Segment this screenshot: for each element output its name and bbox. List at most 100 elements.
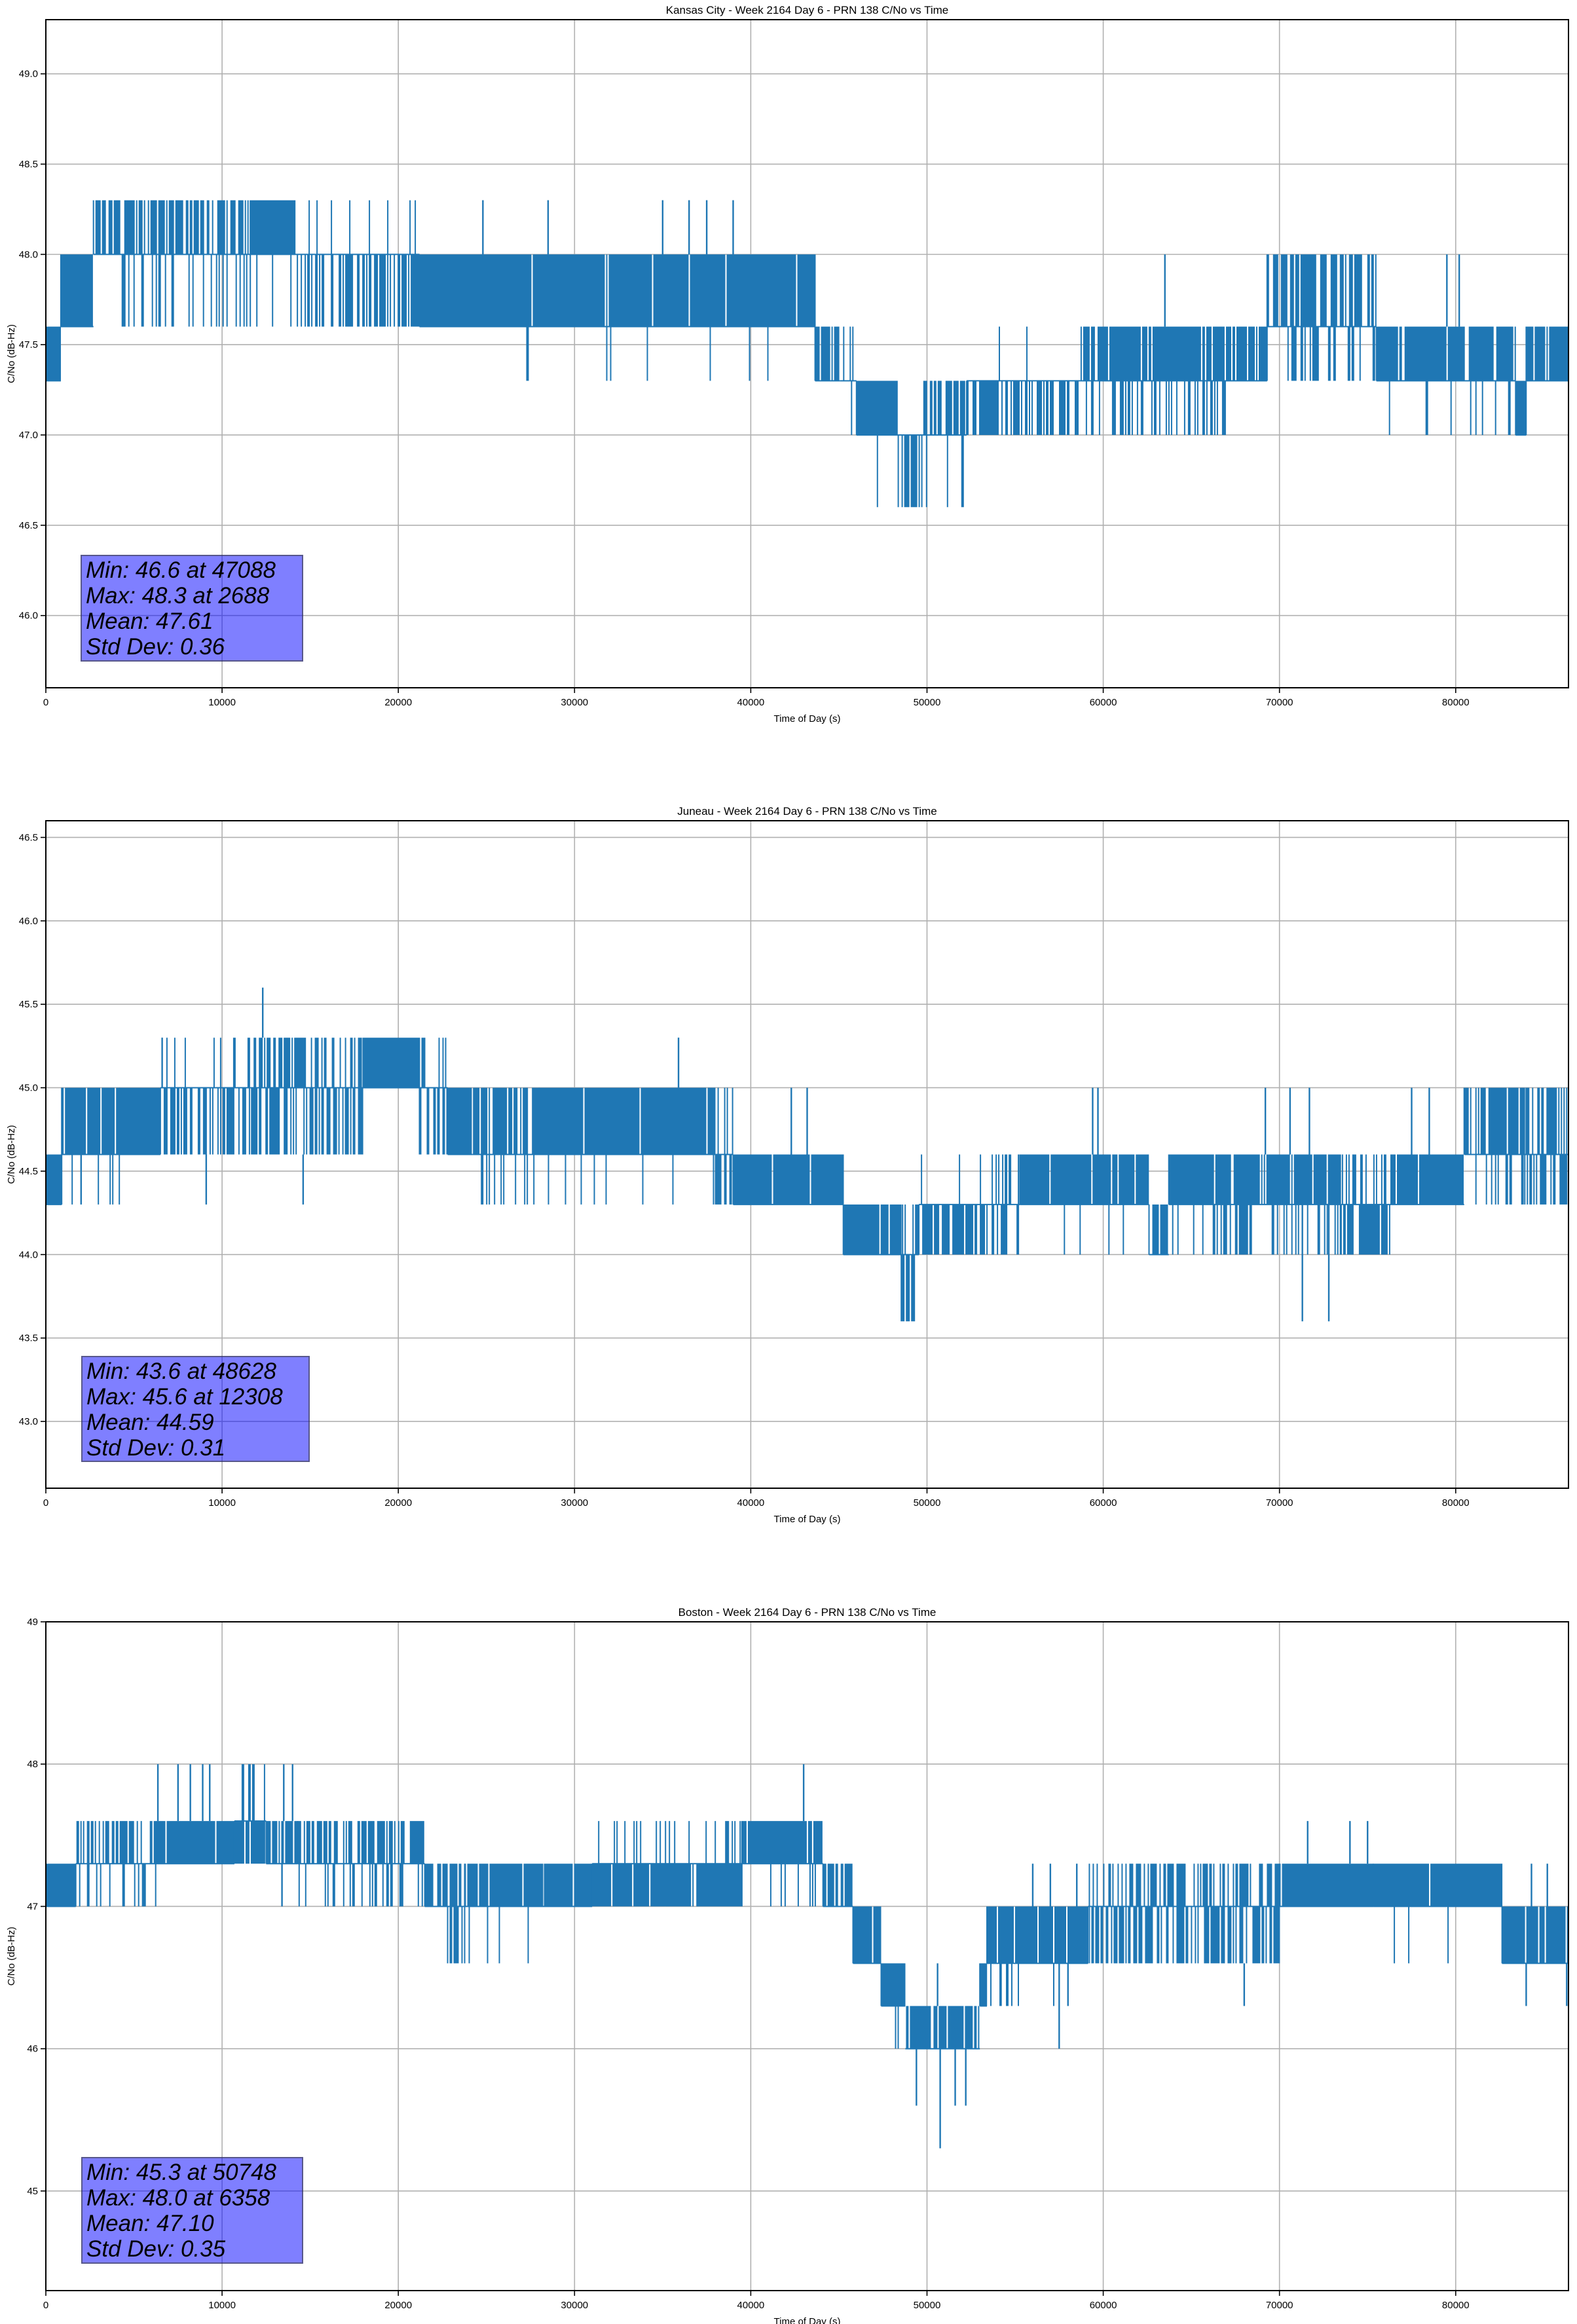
signal-segment <box>897 434 923 508</box>
chart-title: Kansas City - Week 2164 Day 6 - PRN 138 … <box>666 4 948 16</box>
signal-segment <box>1525 326 1569 382</box>
signal-segment <box>922 381 967 508</box>
signal-segment <box>1501 1906 1568 1964</box>
x-tick-label: 70000 <box>1266 2300 1293 2311</box>
signal-segment <box>1019 1154 1149 1255</box>
stats-min: Min: 43.6 at 48628 <box>86 1359 276 1384</box>
y-tick-label: 47.0 <box>19 430 38 441</box>
signal-segment <box>992 1154 1020 1255</box>
signal-segment <box>1266 254 1377 381</box>
signal-segment <box>92 200 251 327</box>
x-tick-label: 40000 <box>737 1497 765 1509</box>
y-tick-label: 48.0 <box>19 249 38 260</box>
x-tick-label: 0 <box>43 1497 48 1509</box>
y-axis-label: C/No (dB-Hz) <box>6 324 17 383</box>
signal-segment <box>156 1821 235 1865</box>
signal-segment <box>1226 326 1267 382</box>
signal-segment <box>979 1963 988 2007</box>
axes-frame <box>45 820 1569 1489</box>
x-tick-label: 10000 <box>208 1497 236 1509</box>
x-tick-label: 0 <box>43 697 48 708</box>
signal-segment <box>1463 1087 1525 1205</box>
x-axis-label: Time of Day (s) <box>774 2316 841 2324</box>
signal-segment <box>1340 1154 1391 1255</box>
signal-segment <box>447 1087 473 1155</box>
y-tick-label: 45 <box>27 2186 38 2197</box>
stats-std-dev: Std Dev: 0.35 <box>86 2236 226 2262</box>
signal-segment <box>464 1864 545 1964</box>
x-tick-label: 80000 <box>1442 1497 1470 1509</box>
x-tick-label: 10000 <box>208 697 236 708</box>
x-tick-label: 10000 <box>208 2300 236 2311</box>
chart-title: Boston - Week 2164 Day 6 - PRN 138 C/No … <box>678 1606 937 1619</box>
signal-segment <box>45 1864 76 1907</box>
x-tick-label: 50000 <box>914 697 941 708</box>
signal-segment <box>250 200 297 327</box>
signal-segment <box>1088 1864 1280 1964</box>
x-tick-label: 80000 <box>1442 2300 1470 2311</box>
stats-min: Min: 46.6 at 47088 <box>86 557 276 583</box>
signal-segment <box>45 1154 62 1205</box>
x-tick-label: 0 <box>43 2300 48 2311</box>
x-tick-label: 30000 <box>561 2300 588 2311</box>
signal-segment <box>296 200 420 327</box>
y-tick-label: 47 <box>27 1901 38 1912</box>
stats-std-dev: Std Dev: 0.36 <box>86 634 225 660</box>
x-tick-label: 30000 <box>561 697 588 708</box>
signal-segment <box>362 1038 420 1089</box>
stats-mean: Mean: 44.59 <box>86 1410 214 1435</box>
signal-segment <box>233 1764 267 1864</box>
signal-segment <box>60 254 94 328</box>
stats-box-kansas-city: Min: 46.6 at 47088 Max: 48.3 at 2688 Mea… <box>81 555 303 662</box>
y-tick-label: 48 <box>27 1759 38 1770</box>
signal-segment <box>918 1154 993 1255</box>
signal-segment <box>1080 326 1227 436</box>
signal-segment <box>840 326 857 436</box>
x-tick-label: 40000 <box>737 697 765 708</box>
signal-segment <box>714 1087 733 1205</box>
x-tick-label: 20000 <box>384 1497 412 1509</box>
x-tick-label: 50000 <box>914 1497 941 1509</box>
stats-mean: Mean: 47.10 <box>86 2211 214 2236</box>
signal-segment <box>45 326 61 382</box>
y-tick-label: 45.5 <box>19 999 38 1010</box>
x-tick-label: 70000 <box>1266 697 1293 708</box>
x-tick-label: 60000 <box>1090 1497 1117 1509</box>
chart-0: 0 10000 20000 30000 40000 50000 60000 70000 8000… <box>6 4 1569 724</box>
signal-segment <box>1524 1087 1568 1205</box>
x-axis-label: Time of Day (s) <box>774 713 841 724</box>
signal-segment <box>1373 1864 1503 1964</box>
signal-segment <box>986 1906 1088 2006</box>
y-tick-label: 48.5 <box>19 159 38 170</box>
y-tick-label: 49 <box>27 1617 38 1628</box>
signal-segment <box>741 1821 823 1907</box>
stats-box-juneau: Min: 43.6 at 48628 Max: 45.6 at 12308 Me… <box>81 1356 310 1462</box>
y-tick-label: 44.5 <box>19 1166 38 1177</box>
stats-std-dev: Std Dev: 0.31 <box>86 1435 226 1461</box>
y-tick-label: 46.0 <box>19 610 38 622</box>
y-tick-label: 44.0 <box>19 1249 38 1260</box>
signal-segment <box>309 1038 363 1155</box>
signal-segment <box>591 1821 743 1907</box>
chart-2: 0 10000 20000 30000 40000 50000 60000 70000 8000… <box>6 1606 1569 2324</box>
y-tick-label: 47.5 <box>19 339 38 350</box>
signal-segment <box>966 326 1081 436</box>
y-tick-label: 46.5 <box>19 832 38 843</box>
y-tick-label: 49.0 <box>19 69 38 80</box>
x-axis-label: Time of Day (s) <box>774 1514 841 1525</box>
x-tick-label: 30000 <box>561 1497 588 1509</box>
x-tick-label: 20000 <box>384 2300 412 2311</box>
signal-segment <box>1515 381 1527 436</box>
signal-segment <box>119 1087 160 1155</box>
signal-segment <box>1168 1154 1341 1255</box>
x-tick-label: 60000 <box>1090 2300 1117 2311</box>
signal-segment <box>159 1038 251 1155</box>
signal-segment <box>1375 326 1516 436</box>
signal-segment <box>418 254 816 381</box>
signal-segment <box>418 1038 448 1155</box>
signal-segment <box>472 1087 540 1205</box>
y-tick-label: 43.0 <box>19 1416 38 1427</box>
signal-segment <box>424 1864 448 1907</box>
